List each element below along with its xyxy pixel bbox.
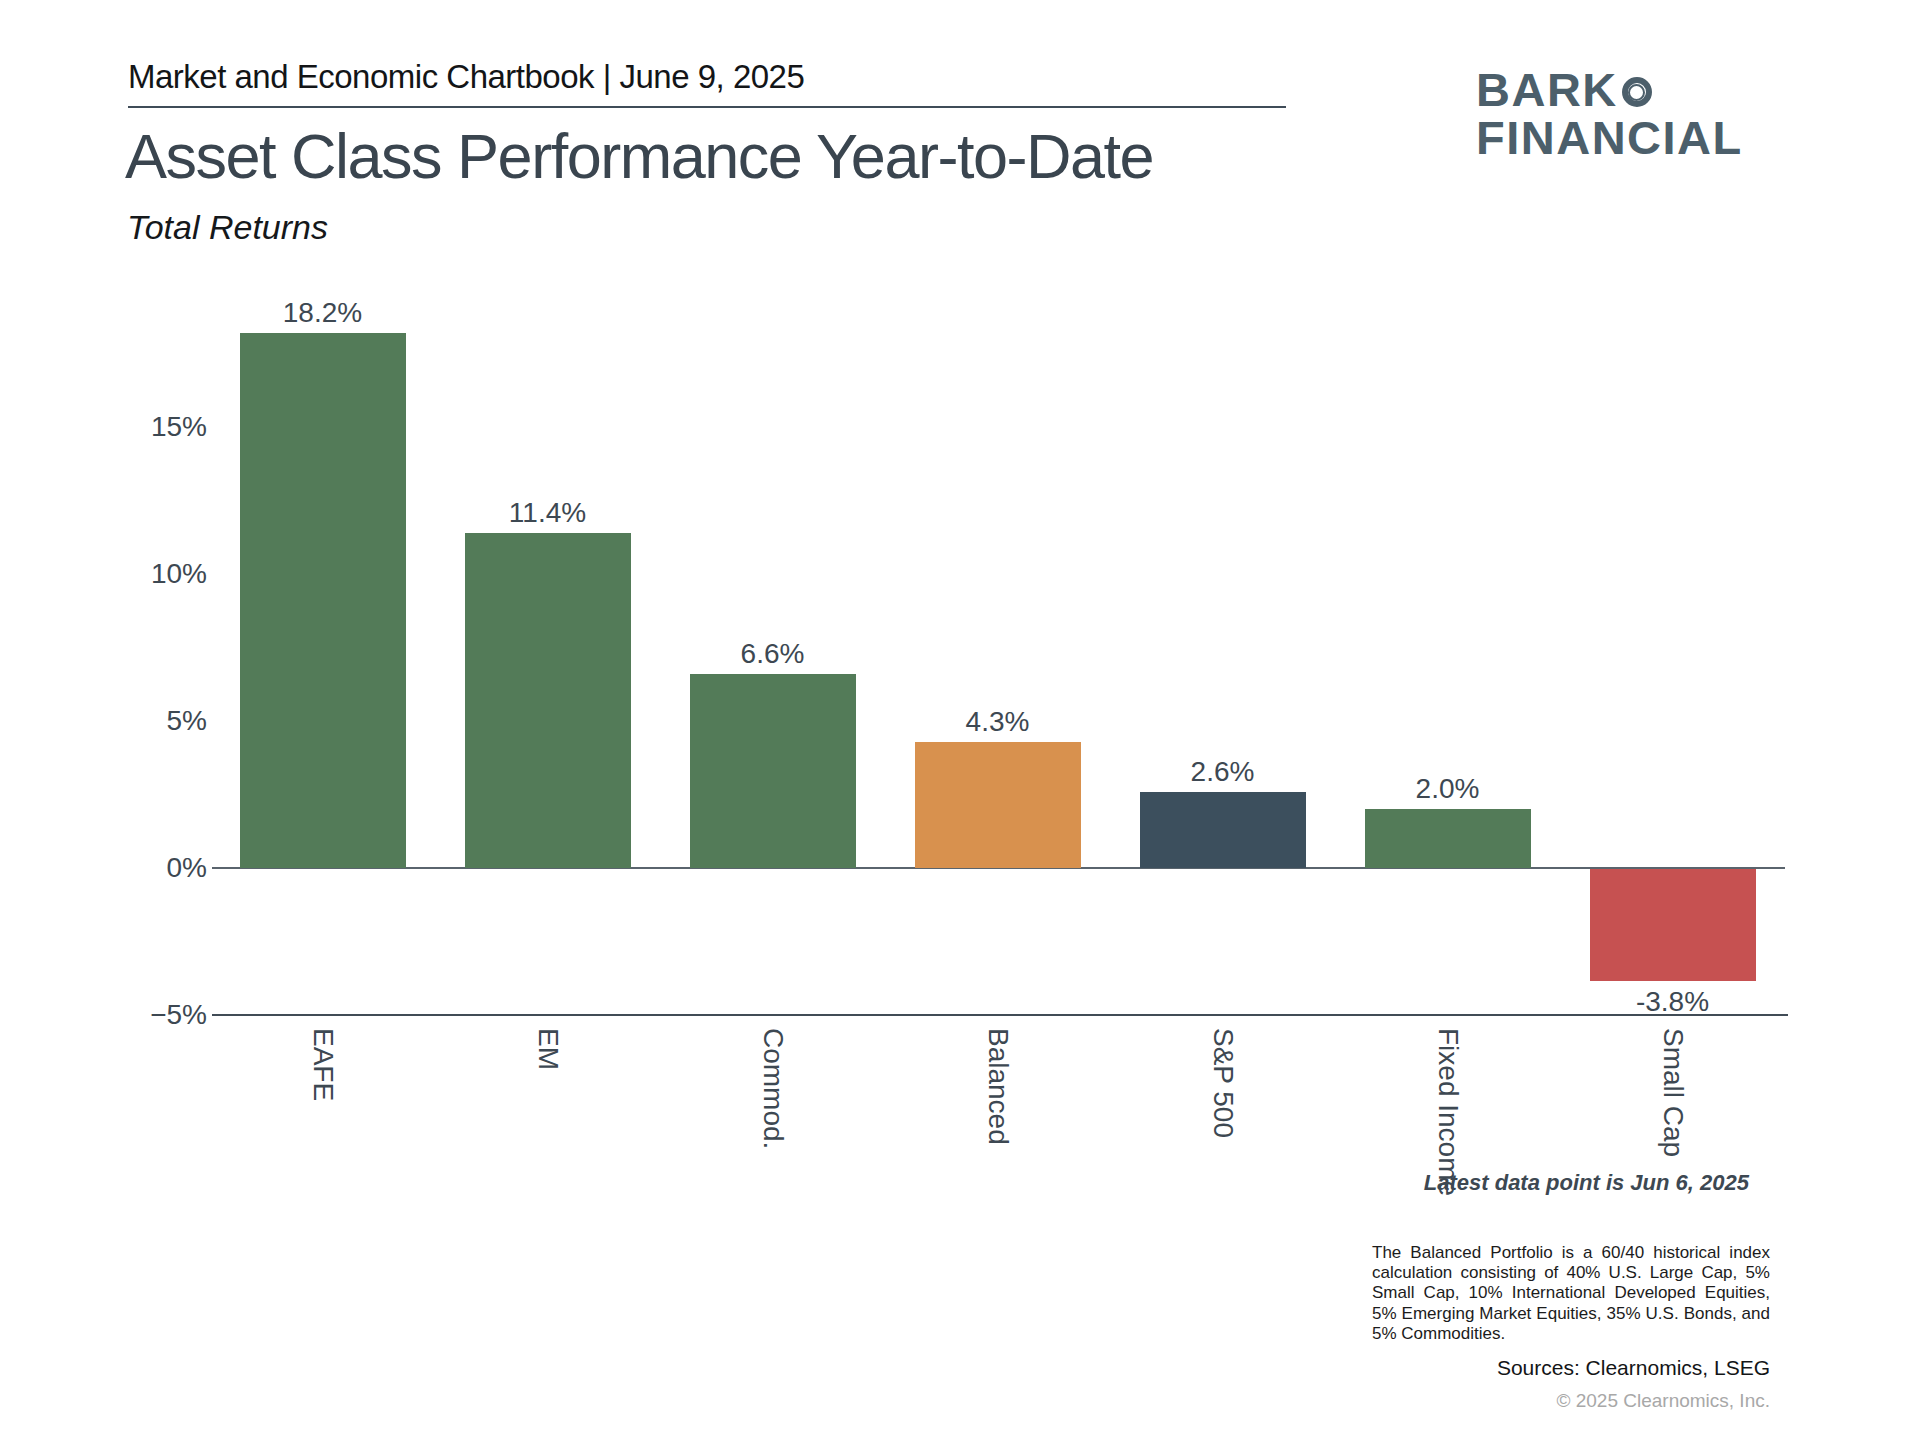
x-category-label: Small Cap — [1657, 1028, 1689, 1157]
y-tick-label: 15% — [0, 411, 207, 443]
y-tick-label: 10% — [0, 558, 207, 590]
x-axis-line — [212, 1014, 1788, 1016]
bar-balanced — [915, 742, 1081, 868]
copyright-line: © 2025 Clearnomics, Inc. — [1372, 1390, 1770, 1412]
latest-data-note: Latest data point is Jun 6, 2025 — [1300, 1170, 1749, 1196]
bar-commod- — [690, 674, 856, 868]
bar-value-label: 2.6% — [1133, 756, 1313, 788]
x-category-label: Commod. — [757, 1028, 789, 1149]
bar-value-label: -3.8% — [1583, 986, 1763, 1018]
x-category-label: Balanced — [982, 1028, 1014, 1145]
bar-value-label: 2.0% — [1358, 773, 1538, 805]
bar-s-p-500 — [1140, 792, 1306, 868]
sources-line: Sources: Clearnomics, LSEG — [1372, 1356, 1770, 1380]
y-tick-label: −5% — [0, 999, 207, 1031]
balanced-portfolio-footnote: The Balanced Portfolio is a 60/40 histor… — [1372, 1243, 1770, 1344]
x-category-label: S&P 500 — [1207, 1028, 1239, 1138]
y-tick-label: 0% — [0, 852, 207, 884]
x-category-label: EAFE — [307, 1028, 339, 1101]
bar-fixed-income — [1365, 809, 1531, 868]
bar-value-label: 11.4% — [458, 497, 638, 529]
bar-small-cap — [1590, 869, 1756, 981]
chartbook-page: Market and Economic Chartbook | June 9, … — [0, 0, 1920, 1440]
bar-value-label: 18.2% — [233, 297, 413, 329]
bar-chart: 18.2% EAFE 11.4% EM 6.6% Commod. 4.3% Balanced 2… — [0, 0, 1920, 1440]
x-category-label: EM — [532, 1028, 564, 1070]
y-tick-label: 5% — [0, 705, 207, 737]
bar-value-label: 4.3% — [908, 706, 1088, 738]
bar-em — [465, 533, 631, 868]
bar-value-label: 6.6% — [683, 638, 863, 670]
bar-eafe — [240, 333, 406, 868]
